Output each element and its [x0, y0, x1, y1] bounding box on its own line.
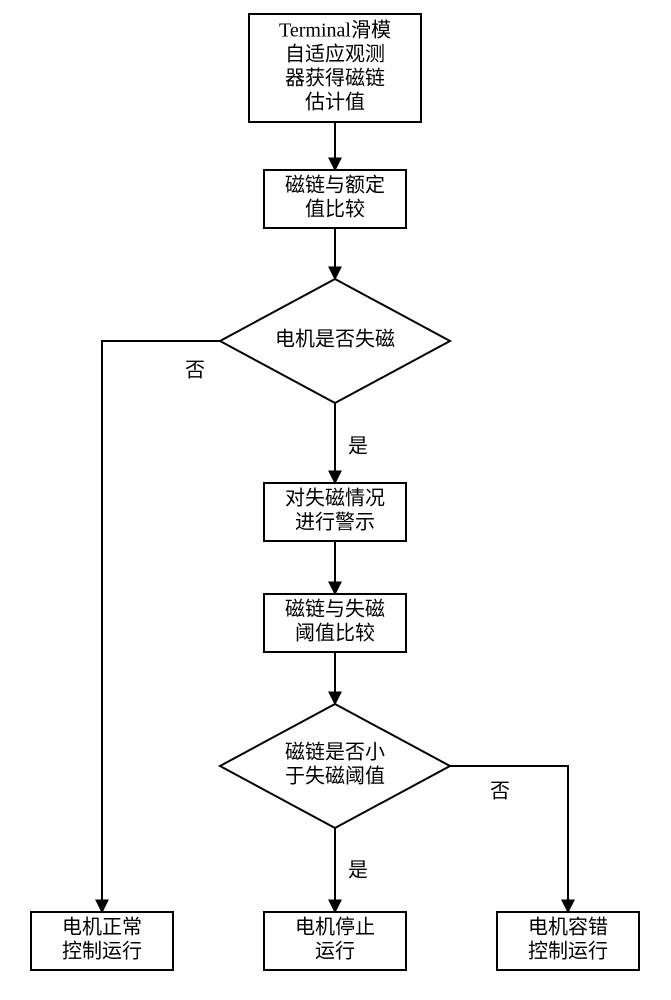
node-d2: 磁链是否小于失磁阈值	[220, 704, 450, 828]
node-label: 阈值比较	[295, 622, 375, 645]
node-label: 控制运行	[62, 940, 142, 963]
edge-label: 是	[348, 860, 368, 882]
node-label: 对失磁情况	[285, 487, 385, 510]
node-o2: 电机停止运行	[264, 912, 406, 970]
node-n3: 对失磁情况进行警示	[264, 483, 406, 541]
node-label: 运行	[315, 940, 355, 963]
node-label: 进行警示	[295, 511, 375, 534]
node-label: 磁链是否小	[285, 741, 385, 764]
node-label: 电机容错	[528, 916, 608, 939]
node-n2: 磁链与额定值比较	[264, 170, 406, 228]
edge-label: 否	[490, 781, 510, 803]
node-label: 磁链与失磁	[285, 598, 385, 621]
node-label: 值比较	[305, 198, 365, 221]
node-label: 电机停止	[295, 916, 375, 939]
edge-label: 否	[185, 360, 205, 382]
node-label: 估计值	[305, 91, 365, 114]
edge	[102, 341, 220, 912]
node-n1: Terminal滑模自适应观测器获得磁链估计值	[249, 14, 421, 122]
node-label: 电机是否失磁	[275, 328, 395, 351]
node-d1: 电机是否失磁	[220, 279, 450, 403]
node-label: 自适应观测	[285, 43, 385, 66]
node-n4: 磁链与失磁阈值比较	[264, 594, 406, 652]
node-label: 磁链与额定	[285, 174, 385, 197]
node-label: Terminal滑模	[279, 19, 391, 42]
node-label: 电机正常	[62, 916, 142, 939]
node-o1: 电机正常控制运行	[31, 912, 173, 970]
node-label: 于失磁阈值	[285, 765, 385, 788]
node-label: 控制运行	[528, 940, 608, 963]
node-o3: 电机容错控制运行	[497, 912, 639, 970]
edge-label: 是	[348, 436, 368, 458]
node-label: 器获得磁链	[285, 67, 385, 90]
